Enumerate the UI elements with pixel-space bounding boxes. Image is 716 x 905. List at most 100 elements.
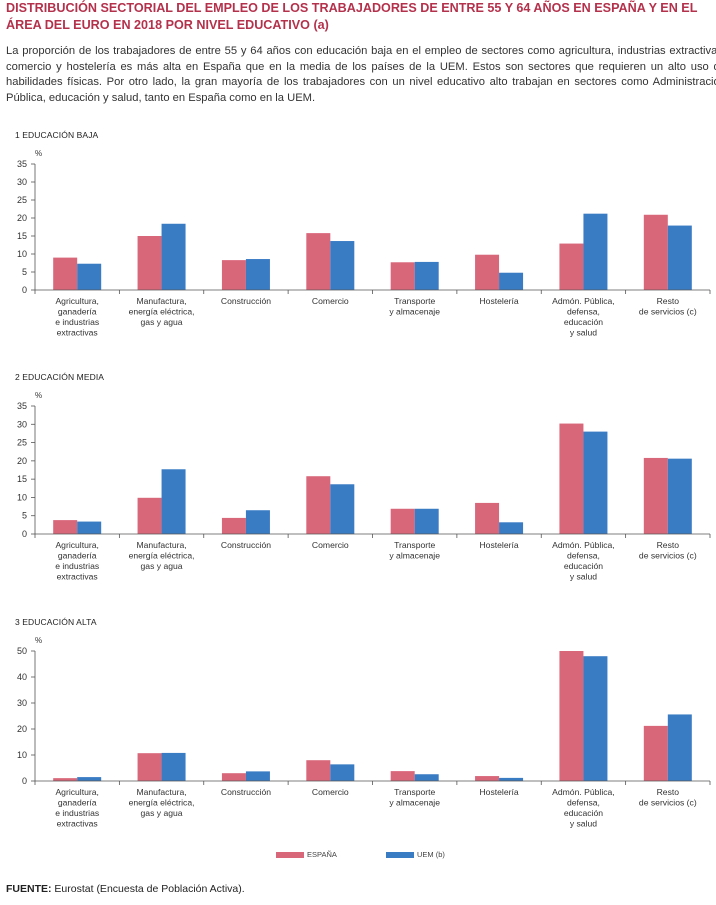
source-note: FUENTE: Eurostat (Encuesta de Población …: [6, 883, 245, 895]
y-tick-label: 10: [17, 492, 27, 502]
bar-uem: [161, 752, 186, 781]
x-tick-label-line: Manufactura,: [136, 540, 186, 550]
x-tick-label-line: Hostelería: [479, 540, 518, 550]
y-tick-label: 0: [22, 529, 27, 539]
bar-espana: [221, 260, 246, 290]
x-tick-label-line: educación: [564, 317, 603, 327]
x-tick-label-line: Manufactura,: [136, 787, 186, 797]
x-tick-label-line: Agricultura,: [55, 540, 98, 550]
y-tick-label: 0: [22, 776, 27, 786]
x-tick-label-line: Agricultura,: [55, 787, 98, 797]
y-tick-label: 25: [17, 438, 27, 448]
bar-espana: [559, 651, 584, 781]
bar-uem: [499, 777, 524, 781]
x-tick-label-line: e industrias: [55, 808, 99, 818]
x-tick-label: Comercio: [312, 296, 349, 306]
x-tick-label: Resto de servicios (c): [639, 787, 697, 808]
bar-uem: [330, 241, 355, 290]
x-tick-label: Hostelería: [479, 540, 518, 550]
x-tick-label-line: ganadería: [58, 798, 97, 808]
x-tick-label: Agricultura, ganadería e industrias extract…: [55, 296, 99, 338]
x-tick-label: Construcción: [221, 540, 271, 550]
x-tick-label-line: e industrias: [55, 317, 99, 327]
legend-item-espana: ESPAÑA: [276, 850, 337, 859]
x-tick-label: Construcción: [221, 787, 271, 797]
bar-uem: [77, 521, 102, 534]
x-tick-label: Comercio: [312, 787, 349, 797]
y-axis-unit: %: [35, 149, 42, 158]
chart-educacion-alta: % 0 10 20 30 40 50 Agricultura, ganadería e indus…: [17, 636, 711, 829]
bar-espana: [53, 520, 78, 534]
x-tick-label-line: energía eléctrica,: [129, 551, 195, 561]
y-axis-unit: %: [35, 636, 42, 645]
bar-espana: [306, 760, 331, 781]
x-tick-label-line: y salud: [570, 572, 597, 582]
bar-espana: [475, 776, 500, 781]
x-tick-label: Agricultura, ganadería e industrias extract…: [55, 787, 99, 829]
x-tick-label-line: defensa,: [567, 551, 600, 561]
x-tick-label: Transporte y almacenaje: [389, 787, 440, 808]
bar-uem: [414, 508, 439, 534]
x-tick-label-line: y almacenaje: [389, 307, 440, 317]
x-tick-label-line: energía eléctrica,: [129, 307, 195, 317]
x-tick-label: Resto de servicios (c): [639, 540, 697, 561]
x-tick-label: Admón. Pública, defensa, educación y salud: [552, 540, 615, 582]
legend-swatch-espana: [276, 851, 304, 858]
x-tick-label: Hostelería: [479, 296, 518, 306]
x-tick-label: Transporte y almacenaje: [389, 296, 440, 317]
legend-swatch-uem: [386, 851, 414, 858]
x-tick-label: Resto de servicios (c): [639, 296, 697, 317]
bar-uem: [414, 774, 439, 781]
bar-uem: [245, 259, 270, 290]
x-tick-label-line: gas y agua: [141, 561, 183, 571]
bar-uem: [161, 223, 186, 290]
bar-espana: [137, 497, 162, 534]
x-tick-label-line: defensa,: [567, 307, 600, 317]
x-tick-label-line: Construcción: [221, 787, 271, 797]
x-tick-label-line: ganadería: [58, 307, 97, 317]
x-tick-label-line: educación: [564, 561, 603, 571]
y-tick-label: 30: [17, 698, 27, 708]
x-tick-label: Construcción: [221, 296, 271, 306]
bar-uem: [245, 771, 270, 781]
y-tick-label: 40: [17, 672, 27, 682]
x-tick-label: Manufactura, energía eléctrica, gas y agua: [129, 296, 195, 327]
x-tick-label-line: extractivas: [57, 328, 98, 338]
bar-uem: [667, 714, 692, 781]
x-tick-label: Admón. Pública, defensa, educación y salud: [552, 787, 615, 829]
legend-label-espana: ESPAÑA: [307, 850, 337, 859]
x-tick-label-line: de servicios (c): [639, 307, 697, 317]
y-tick-label: 0: [22, 285, 27, 295]
bar-espana: [306, 233, 331, 290]
legend-item-uem: UEM (b): [386, 850, 445, 859]
intro-paragraph: La proporción de los trabajadores de ent…: [6, 44, 716, 106]
y-tick-label: 5: [22, 267, 27, 277]
x-tick-label-line: y salud: [570, 328, 597, 338]
bar-espana: [390, 508, 415, 534]
x-tick-label-line: Resto: [657, 296, 680, 306]
y-tick-label: 30: [17, 177, 27, 187]
bar-espana: [137, 753, 162, 781]
x-tick-label: Transporte y almacenaje: [389, 540, 440, 561]
x-tick-label-line: Hostelería: [479, 296, 518, 306]
legend-label-uem: UEM (b): [417, 850, 445, 859]
bar-espana: [643, 725, 668, 781]
x-tick-label-line: Transporte: [394, 296, 435, 306]
bar-uem: [667, 225, 692, 290]
y-tick-label: 30: [17, 419, 27, 429]
chart-educacion-media: % 0 5 10 15 20 25 30 35 Agricultura, ganadería e in…: [17, 391, 711, 582]
y-tick-label: 20: [17, 724, 27, 734]
bar-espana: [475, 502, 500, 534]
y-tick-label: 25: [17, 195, 27, 205]
source-text: Eurostat (Encuesta de Población Activa).: [51, 883, 245, 895]
bar-espana: [559, 243, 584, 290]
chart-label-educacion-baja: 1 EDUCACIÓN BAJA: [15, 130, 99, 140]
x-tick-label-line: Admón. Pública,: [552, 540, 615, 550]
bar-uem: [161, 469, 186, 534]
bar-espana: [643, 457, 668, 534]
x-tick-label-line: Manufactura,: [136, 296, 186, 306]
bar-uem: [245, 510, 270, 534]
bar-espana: [390, 771, 415, 781]
bar-espana: [559, 423, 584, 534]
x-tick-label-line: ganadería: [58, 551, 97, 561]
